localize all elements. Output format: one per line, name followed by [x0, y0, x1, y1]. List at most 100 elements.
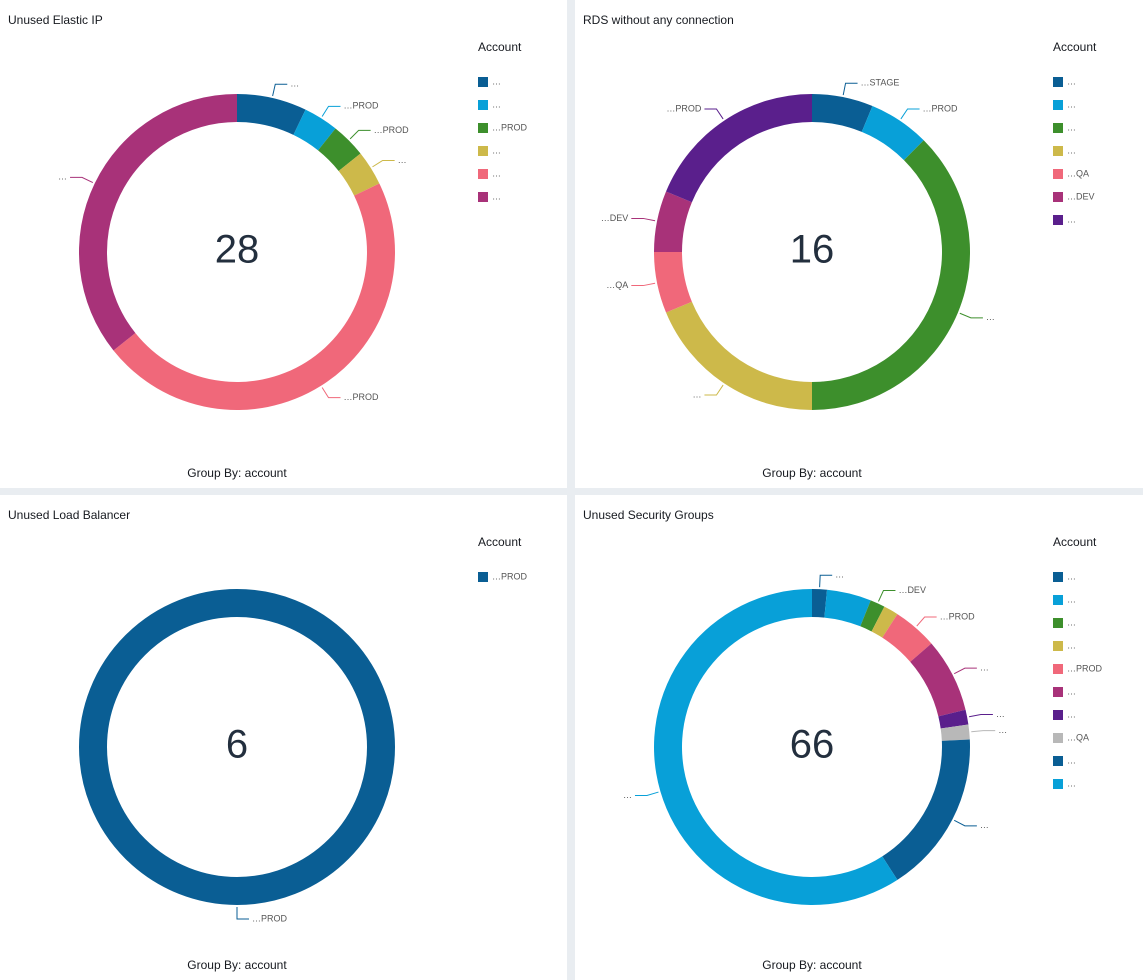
legend-swatch [1053, 710, 1063, 720]
legend-swatch [1053, 664, 1063, 674]
leader-line [321, 387, 341, 399]
legend-swatch [1053, 146, 1063, 156]
center-value: 28 [215, 228, 260, 272]
donut-slice [654, 252, 692, 313]
legend-label: … [1067, 617, 1076, 627]
donut-slice [861, 106, 924, 161]
chart-title: Unused Load Balancer [8, 508, 130, 522]
legend-swatch [1053, 687, 1063, 697]
leader-line [704, 384, 724, 396]
legend-title: Account [1053, 40, 1097, 54]
chart-panel: Unused Security Groups Account … … … … …PROD … …… [575, 495, 1143, 980]
slice-label: … [290, 79, 299, 89]
legend-swatch [1053, 618, 1063, 628]
legend-label: … [492, 145, 501, 155]
donut-slice [338, 153, 380, 196]
legend-label: …QA [1067, 732, 1089, 742]
legend-swatch [1053, 779, 1063, 789]
legend-label: …PROD [1067, 663, 1103, 673]
legend-swatch [1053, 169, 1063, 179]
slice-label: … [623, 790, 632, 800]
donut-slice [654, 191, 692, 252]
legend-swatch [478, 100, 488, 110]
donut-slice [940, 724, 970, 741]
legend-label: … [1067, 571, 1076, 581]
legend-label: …QA [1067, 168, 1089, 178]
leader-line [634, 791, 659, 796]
group-by-label: Group By: account [762, 466, 862, 480]
legend-swatch [478, 572, 488, 582]
slice-label: … [986, 312, 995, 322]
slice-label: … [980, 820, 989, 830]
legend-label: … [1067, 755, 1076, 765]
legend-label: … [492, 99, 501, 109]
donut-slice [666, 301, 812, 410]
chart-title: Unused Security Groups [583, 508, 714, 522]
slice-label: …PROD [666, 103, 702, 113]
donut-slice [237, 94, 306, 135]
leader-line [971, 730, 996, 733]
legend-swatch [1053, 641, 1063, 651]
legend-label: …PROD [492, 571, 528, 581]
leader-line [704, 108, 724, 120]
legend-label: … [1067, 214, 1076, 224]
legend-label: … [1067, 594, 1076, 604]
center-value: 16 [790, 228, 835, 272]
donut-slice [871, 606, 898, 638]
slice-label: …PROD [940, 611, 976, 621]
chart-panel: Unused Elastic IP Account … … …PROD … … … … …PROD… [0, 0, 567, 488]
donut-slice [79, 94, 237, 351]
legend-label: … [492, 191, 501, 201]
slice-label: … [996, 709, 1005, 719]
slice-label: … [692, 389, 701, 399]
legend-label: … [1067, 99, 1076, 109]
leader-line [953, 667, 977, 675]
legend-swatch [1053, 733, 1063, 743]
leader-line [631, 217, 656, 222]
legend-label: … [1067, 76, 1076, 86]
legend-swatch [1053, 123, 1063, 133]
legend-title: Account [1053, 535, 1097, 549]
group-by-label: Group By: account [187, 466, 287, 480]
leader-line [819, 574, 833, 588]
legend-title: Account [478, 535, 522, 549]
group-by-label: Group By: account [762, 958, 862, 972]
donut-slice [812, 589, 828, 618]
chart-panel: RDS without any connection Account … … … … …QA… [575, 0, 1143, 488]
donut-slice [318, 128, 361, 171]
slice-label: … [980, 663, 989, 673]
donut-slice [113, 183, 396, 411]
leader-line [272, 83, 288, 97]
leader-line [372, 159, 395, 168]
legend-swatch [478, 192, 488, 202]
group-by-label: Group By: account [187, 958, 287, 972]
donut-slice [860, 600, 885, 632]
legend-label: … [1067, 122, 1076, 132]
slice-label: … [398, 155, 407, 165]
donut-slice [882, 739, 970, 880]
center-value: 66 [790, 723, 835, 767]
donut-slice [824, 589, 871, 627]
leader-line [631, 282, 656, 287]
legend-title: Account [478, 40, 522, 54]
leader-line [900, 108, 920, 120]
legend-label: … [1067, 686, 1076, 696]
legend-swatch [1053, 77, 1063, 87]
donut-slice [910, 643, 966, 717]
legend-label: … [1067, 145, 1076, 155]
leader-line [959, 312, 983, 319]
slice-label: …DEV [601, 213, 629, 223]
slice-label: …PROD [923, 103, 959, 113]
chart-title: Unused Elastic IP [8, 13, 103, 27]
legend-swatch [478, 146, 488, 156]
center-value: 6 [226, 723, 248, 767]
slice-label: …STAGE [861, 78, 900, 88]
donut-slice [79, 589, 395, 905]
leader-line [916, 616, 937, 627]
leader-line [969, 713, 993, 718]
leader-line [321, 105, 341, 117]
legend-swatch [1053, 595, 1063, 605]
leader-line [349, 129, 371, 140]
legend-label: … [492, 168, 501, 178]
